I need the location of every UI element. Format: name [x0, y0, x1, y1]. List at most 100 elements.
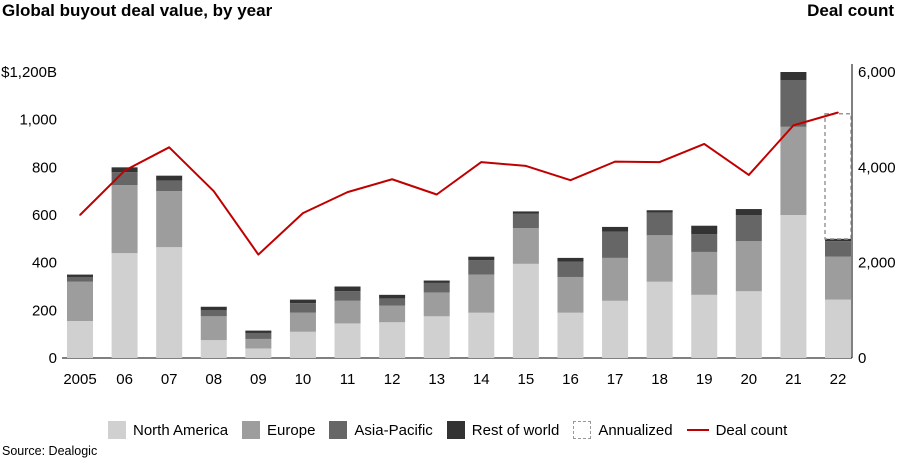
bar-segment-asia-pacific — [557, 261, 584, 277]
bar-segment-europe — [691, 251, 718, 295]
legend-item-deal-count: Deal count — [686, 421, 788, 439]
left-axis-tick-label: 200 — [32, 302, 57, 319]
deal-count-point — [748, 174, 750, 176]
x-axis-tick-label: 20 — [740, 371, 757, 388]
deal-count-point — [212, 190, 215, 192]
deal-count-point — [302, 212, 304, 214]
bar-segment-asia-pacific — [111, 172, 138, 186]
x-axis-tick-label: 08 — [205, 371, 222, 388]
bar-segment-asia-pacific — [379, 298, 406, 306]
deal-count-point — [168, 146, 170, 149]
deal-count-point — [257, 253, 260, 256]
bar-segment-rest-of-world — [825, 238, 851, 242]
bar-segment-asia-pacific — [289, 303, 316, 313]
deal-count-point — [569, 179, 572, 182]
x-axis-tick-label: 15 — [518, 371, 535, 388]
bar-segment-north-america — [780, 215, 807, 358]
annualized-box — [824, 112, 852, 240]
bar-segment-europe — [512, 228, 539, 264]
x-axis-tick-label: 22 — [830, 371, 847, 388]
deal-count-line — [79, 111, 839, 256]
x-axis-tick-label: 17 — [607, 371, 624, 388]
x-axis-tick-label: 2005 — [63, 371, 96, 388]
bar-segment-rest-of-world — [691, 225, 718, 235]
legend-label-deal-count: Deal count — [715, 421, 788, 439]
x-axis-tick-label: 19 — [696, 371, 713, 388]
bar-segment-north-america — [289, 331, 316, 358]
bar-segment-europe — [111, 185, 138, 254]
bar-segment-rest-of-world — [245, 330, 272, 333]
bar-segment-europe — [67, 281, 93, 322]
bar-segment-north-america — [200, 340, 227, 358]
bar-segment-europe — [156, 191, 183, 248]
bar-segment-north-america — [825, 299, 851, 358]
bar-segment-rest-of-world — [602, 226, 629, 232]
bar-segment-rest-of-world — [423, 280, 450, 283]
deal-count-point — [435, 193, 438, 196]
legend-label-europe: Europe — [267, 421, 316, 439]
deal-count-point — [123, 169, 126, 172]
bar-segment-europe — [780, 126, 807, 215]
bar-segment-rest-of-world — [200, 306, 227, 311]
bar-segment-asia-pacific — [780, 80, 807, 127]
bar-segment-asia-pacific — [825, 241, 851, 257]
deal-count-point — [837, 111, 839, 114]
bar-segment-rest-of-world — [735, 209, 762, 215]
deal-count-point — [614, 160, 616, 163]
bar-segment-north-america — [156, 247, 183, 358]
bar-segment-asia-pacific — [735, 215, 762, 242]
bar-segment-north-america — [735, 291, 762, 358]
legend-item-europe: Europe — [242, 421, 315, 439]
bar-segment-rest-of-world — [468, 256, 495, 261]
bar-segment-rest-of-world — [512, 211, 539, 214]
bar-segment-europe — [245, 338, 272, 349]
bar-segment-rest-of-world — [289, 299, 316, 304]
bar-segment-europe — [602, 257, 629, 301]
x-axis-tick-label: 14 — [473, 371, 490, 388]
bar-segment-north-america — [512, 263, 539, 358]
bar-segment-north-america — [245, 348, 272, 358]
x-axis-tick-label: 18 — [651, 371, 668, 388]
left-axis-tick-label: $1,200B — [1, 64, 57, 81]
x-axis-tick-label: 11 — [340, 371, 356, 388]
bar-segment-europe — [646, 235, 673, 282]
deal-count-point — [792, 124, 795, 127]
bar-segment-north-america — [111, 253, 138, 358]
left-axis-tick-label: 1,000 — [19, 112, 57, 129]
legend-label-rest-of-world: Rest of world — [471, 421, 560, 439]
bar-segment-europe — [200, 316, 227, 341]
bar-segment-rest-of-world — [334, 286, 361, 292]
deal-count-point — [480, 161, 483, 163]
left-axis-tick-label: 400 — [32, 255, 57, 272]
chart-svg: 0 200 400 600 800 1,000 $1,200B 0 2,000 4,000 6,00… — [1, 64, 896, 388]
bar-segment-rest-of-world — [67, 274, 93, 277]
bar-segment-north-america — [334, 323, 361, 358]
legend-swatch-north-america — [108, 421, 126, 439]
bar-segment-north-america — [602, 300, 629, 358]
legend-swatch-annualized — [573, 421, 592, 439]
legend-item-annualized: Annualized — [573, 421, 673, 439]
x-axis-tick-label: 10 — [295, 371, 312, 388]
x-axis-tick-label: 16 — [562, 371, 579, 388]
bar-segment-europe — [825, 256, 851, 300]
deal-count-point — [346, 191, 349, 193]
legend-label-asia-pacific: Asia-Pacific — [354, 421, 433, 439]
bar-segment-asia-pacific — [156, 180, 183, 192]
bar-segment-north-america — [468, 312, 495, 358]
bar-segment-north-america — [557, 312, 584, 358]
legend: North America Europe Asia-Pacific Rest o… — [108, 419, 801, 441]
bar-segment-north-america — [423, 316, 450, 358]
bar-segment-europe — [423, 292, 450, 317]
deal-count-point — [658, 161, 661, 163]
right-axis-tick-label: 2,000 — [858, 255, 896, 272]
bar-segment-rest-of-world — [557, 257, 584, 262]
bar-segment-rest-of-world — [379, 294, 406, 299]
bar-segment-europe — [468, 274, 495, 313]
legend-item-north-america: North America — [108, 421, 228, 439]
left-axis-tick-label: 0 — [49, 350, 57, 367]
bar-segment-asia-pacific — [334, 291, 361, 301]
left-axis-tick-label: 600 — [32, 207, 57, 224]
x-axis-tick-label: 13 — [428, 371, 445, 388]
bar-segment-europe — [735, 241, 762, 292]
bar-segment-asia-pacific — [200, 310, 227, 317]
